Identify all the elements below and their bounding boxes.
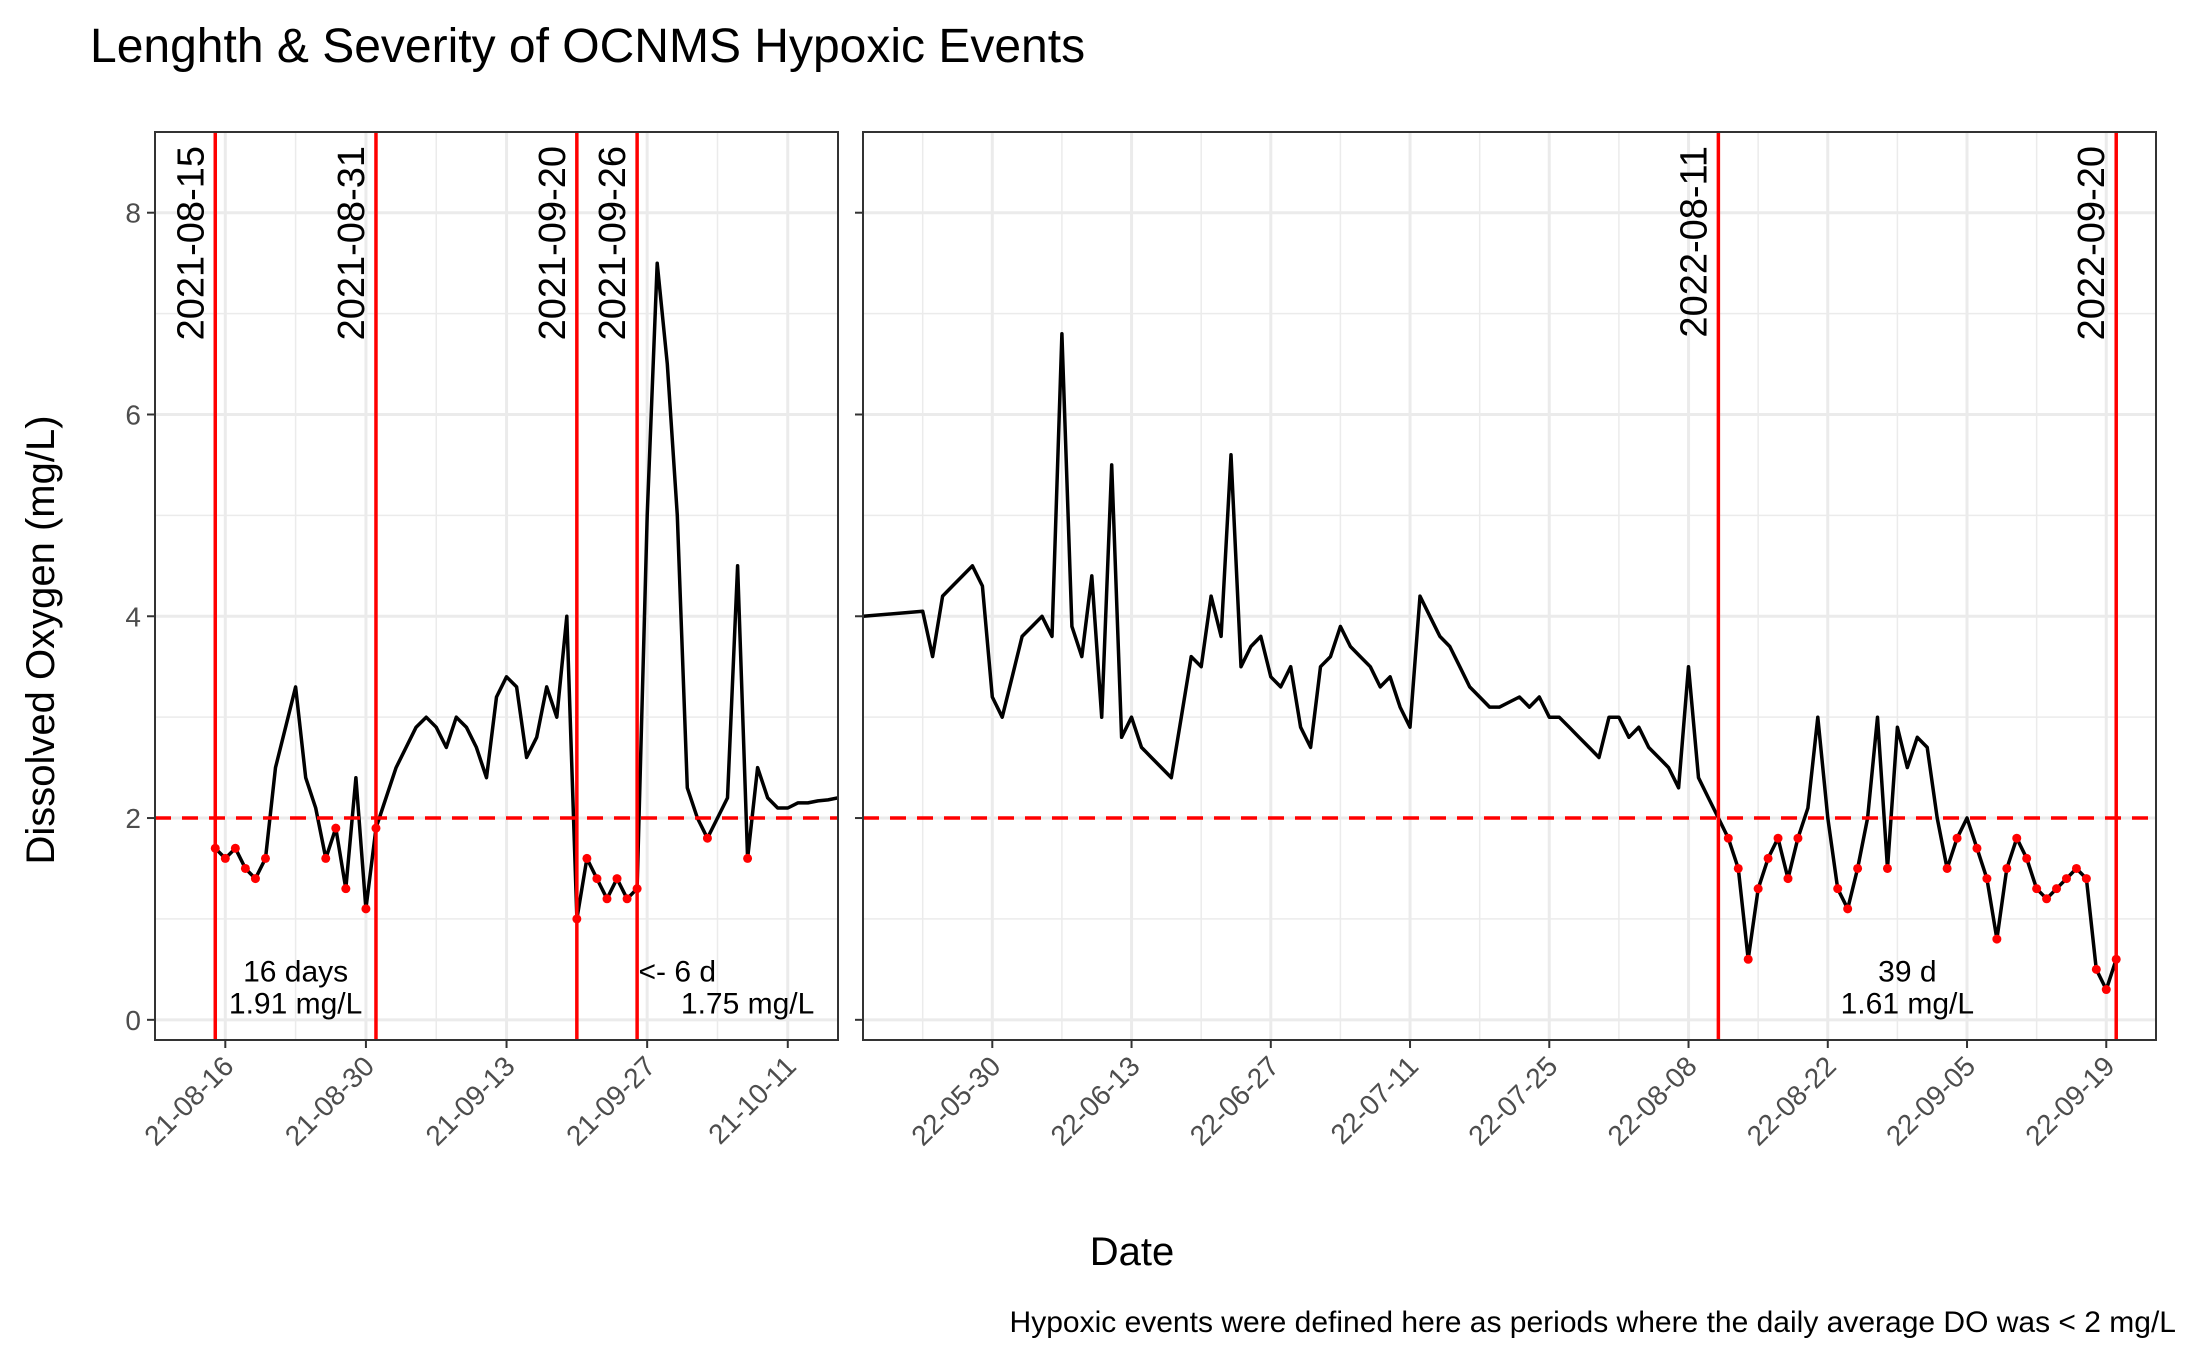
event-line-label: 2022-08-11 [1673, 146, 1715, 338]
hypoxic-point [321, 853, 331, 863]
hypoxic-point [702, 833, 712, 843]
hypoxic-point [2002, 863, 2012, 873]
hypoxic-point [1833, 884, 1843, 894]
event-line-label: 2022-09-20 [2071, 146, 2113, 340]
event-annotation: <- 6 d [639, 955, 717, 988]
hypoxic-point [1942, 863, 1952, 873]
event-line-label: 2021-08-15 [170, 146, 212, 340]
x-tick-label: 21-08-16 [138, 1050, 239, 1151]
x-tick-label: 21-09-13 [420, 1050, 521, 1151]
do-series-line [863, 332, 2118, 992]
event-line-label: 2021-08-31 [331, 146, 373, 340]
panel-border [154, 131, 839, 1041]
hypoxic-point [2071, 863, 2081, 873]
hypoxic-point [1992, 934, 2002, 944]
hypoxic-point [1753, 884, 1763, 894]
x-tick-label: 21-10-11 [702, 1050, 802, 1150]
hypoxic-point [1952, 833, 1962, 843]
y-axis-title: Dissolved Oxygen (mg/L) [19, 415, 63, 864]
x-axis-title: Date [1090, 1230, 1175, 1274]
x-tick-label: 21-08-30 [279, 1050, 380, 1151]
y-tick-label: 8 [125, 198, 141, 229]
x-tick-label: 22-06-13 [1045, 1050, 1146, 1151]
event-line-label: 2021-09-26 [592, 146, 634, 340]
x-tick-label: 21-09-27 [560, 1050, 661, 1151]
hypoxic-point [331, 823, 341, 833]
event-annotation: 39 d [1878, 955, 1936, 988]
hypoxic-point [2012, 833, 2022, 843]
hypoxic-point [2091, 964, 2101, 974]
hypoxic-point [582, 853, 592, 863]
event-annotation: 1.91 mg/L [229, 988, 362, 1021]
hypoxic-point [230, 843, 240, 853]
hypoxic-point [602, 894, 612, 904]
hypoxic-point [2032, 884, 2042, 894]
y-tick-label: 6 [125, 399, 141, 430]
event-annotation: 1.61 mg/L [1841, 988, 1974, 1021]
hypoxic-point [592, 874, 602, 884]
chart-caption: Hypoxic events were defined here as peri… [1010, 1306, 2176, 1339]
hypoxic-point [1843, 904, 1853, 914]
hypoxic-point [1783, 874, 1793, 884]
y-tick-label: 2 [125, 803, 141, 834]
hypoxic-point [2101, 985, 2111, 995]
y-tick-label: 0 [125, 1005, 141, 1036]
hypoxic-point [2052, 884, 2062, 894]
hypoxic-point [1773, 833, 1783, 843]
hypoxic-point [1793, 833, 1803, 843]
x-tick-label: 22-06-27 [1184, 1050, 1285, 1151]
x-tick-label: 22-05-30 [905, 1050, 1006, 1151]
x-tick-label: 22-09-05 [1880, 1050, 1981, 1151]
hypoxic-point [622, 894, 632, 904]
x-tick-label: 22-07-11 [1325, 1050, 1425, 1150]
hypoxic-point [1723, 833, 1733, 843]
hypoxic-point [341, 884, 351, 894]
x-tick-label: 22-08-22 [1741, 1050, 1842, 1151]
do-series-line [214, 261, 838, 921]
panel-background [155, 132, 838, 1040]
x-tick-label: 22-07-25 [1462, 1050, 1563, 1151]
chart-title: Lenghth & Severity of OCNMS Hypoxic Even… [90, 20, 1085, 73]
hypoxic-point [1763, 853, 1773, 863]
event-annotation: 16 days [243, 955, 348, 988]
hypoxic-point [2081, 874, 2091, 884]
hypoxic-point [2022, 853, 2032, 863]
hypoxic-point [250, 874, 260, 884]
event-line-label: 2021-09-20 [532, 146, 574, 340]
event-annotation: 1.75 mg/L [681, 988, 814, 1021]
hypoxic-point [743, 853, 753, 863]
hypoxic-point [1982, 874, 1992, 884]
hypoxic-point [1882, 863, 1892, 873]
hypoxic-point [1853, 863, 1863, 873]
hypoxic-point [240, 863, 250, 873]
panel-2022: 2022-08-11 2022-09-20 39 d1.61 mg/L 22-05-3… [855, 131, 2157, 1152]
hypoxic-point [2042, 894, 2052, 904]
x-tick-label: 22-09-19 [2019, 1050, 2120, 1151]
hypoxic-point [2061, 874, 2071, 884]
hypoxic-point [612, 874, 622, 884]
hypoxic-point [260, 853, 270, 863]
hypoxic-point [1743, 954, 1753, 964]
hypoxic-point [1733, 863, 1743, 873]
hypoxic-point [1972, 843, 1982, 853]
x-tick-label: 22-08-08 [1602, 1050, 1703, 1151]
hypoxic-point [220, 853, 230, 863]
hypoxic-point [361, 904, 371, 914]
panel-background [863, 132, 2156, 1040]
panel-border [862, 131, 2157, 1041]
y-tick-label: 4 [125, 601, 141, 632]
panel-2021: 2021-08-15 2021-08-31 2021-09-20 2021-09-26… [125, 131, 839, 1152]
